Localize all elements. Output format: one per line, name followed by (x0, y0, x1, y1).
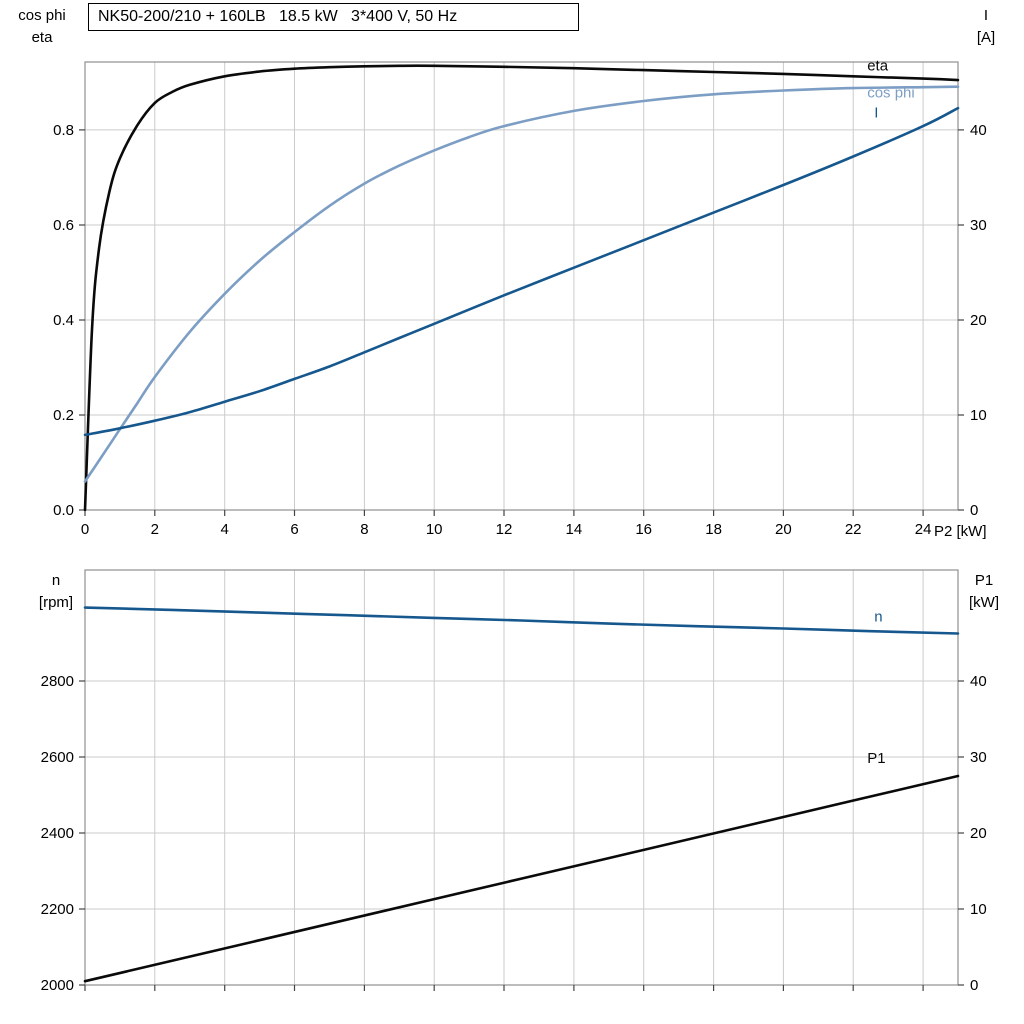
right-tick-label: 40 (970, 122, 987, 139)
right-tick-label: 10 (970, 901, 987, 918)
right-axis-title: I (984, 7, 988, 24)
axis-ticks (79, 129, 964, 516)
x-tick-label: 2 (151, 521, 159, 538)
right-axis-title: [A] (977, 29, 995, 46)
right-tick-label: 10 (970, 407, 987, 424)
left-tick-label: 0.6 (53, 217, 74, 234)
right-tick-label: 20 (970, 312, 987, 329)
plot-frame (84, 569, 959, 986)
grid (85, 570, 958, 985)
left-tick-label: 0.0 (53, 502, 74, 519)
left-axis-title: eta (32, 29, 54, 46)
x-tick-label: 0 (81, 521, 89, 538)
left-tick-label: 2800 (41, 673, 74, 690)
right-tick-label: 30 (970, 749, 987, 766)
curve-label-cos-phi: cos phi (867, 85, 915, 102)
right-axis-title: P1 (975, 572, 993, 589)
plot-frame (84, 61, 959, 511)
x-tick-label: 20 (775, 521, 792, 538)
chart-title-box: NK50-200/210 + 160LB 18.5 kW 3*400 V, 50… (88, 3, 579, 31)
right-tick-label: 0 (970, 977, 978, 994)
axis-labels: 2000 2200 2400 2600 2800 0 10 20 30 40 n [rpm] P1 [kW… (39, 572, 999, 994)
right-axis-title: [kW] (969, 594, 999, 611)
left-tick-label: 2200 (41, 901, 74, 918)
x-tick-label: 12 (496, 521, 513, 538)
x-tick-label: 6 (290, 521, 298, 538)
axis-ticks (79, 680, 964, 991)
left-axis-title: n (52, 572, 60, 589)
left-tick-label: 2000 (41, 977, 74, 994)
x-tick-label: 4 (221, 521, 229, 538)
series-curve-i (83, 106, 960, 437)
x-tick-label: 10 (426, 521, 443, 538)
right-tick-label: 40 (970, 673, 987, 690)
x-tick-label: 8 (360, 521, 368, 538)
series-curve-n (83, 606, 960, 635)
left-tick-label: 0.8 (53, 122, 74, 139)
series-curve-cos-phi (83, 85, 960, 483)
series-curve-p1 (83, 774, 960, 983)
x-tick-label: 24 (915, 521, 932, 538)
x-tick-label: 22 (845, 521, 862, 538)
curve-label-i: I (874, 105, 878, 122)
x-tick-label: 14 (566, 521, 583, 538)
left-tick-label: 2400 (41, 825, 74, 842)
curve-label-eta: eta (867, 58, 889, 75)
right-tick-label: 0 (970, 502, 978, 519)
x-tick-label: 18 (705, 521, 722, 538)
right-tick-label: 20 (970, 825, 987, 842)
grid (85, 62, 958, 510)
curve-label-p1: P1 (867, 750, 885, 767)
series-curve-eta (83, 64, 960, 512)
left-axis-title: [rpm] (39, 594, 73, 611)
left-tick-label: 0.2 (53, 407, 74, 424)
x-axis-title: P2 [kW] (934, 523, 987, 540)
left-tick-label: 0.4 (53, 312, 74, 329)
curve-label-n: n (874, 608, 882, 625)
left-tick-label: 2600 (41, 749, 74, 766)
right-tick-label: 30 (970, 217, 987, 234)
chart-bottom: 2000 2200 2400 2600 2800 0 10 20 30 40 n [rpm] P1 [kW… (39, 569, 999, 994)
x-tick-label: 16 (635, 521, 652, 538)
left-axis-title: cos phi (18, 7, 66, 24)
